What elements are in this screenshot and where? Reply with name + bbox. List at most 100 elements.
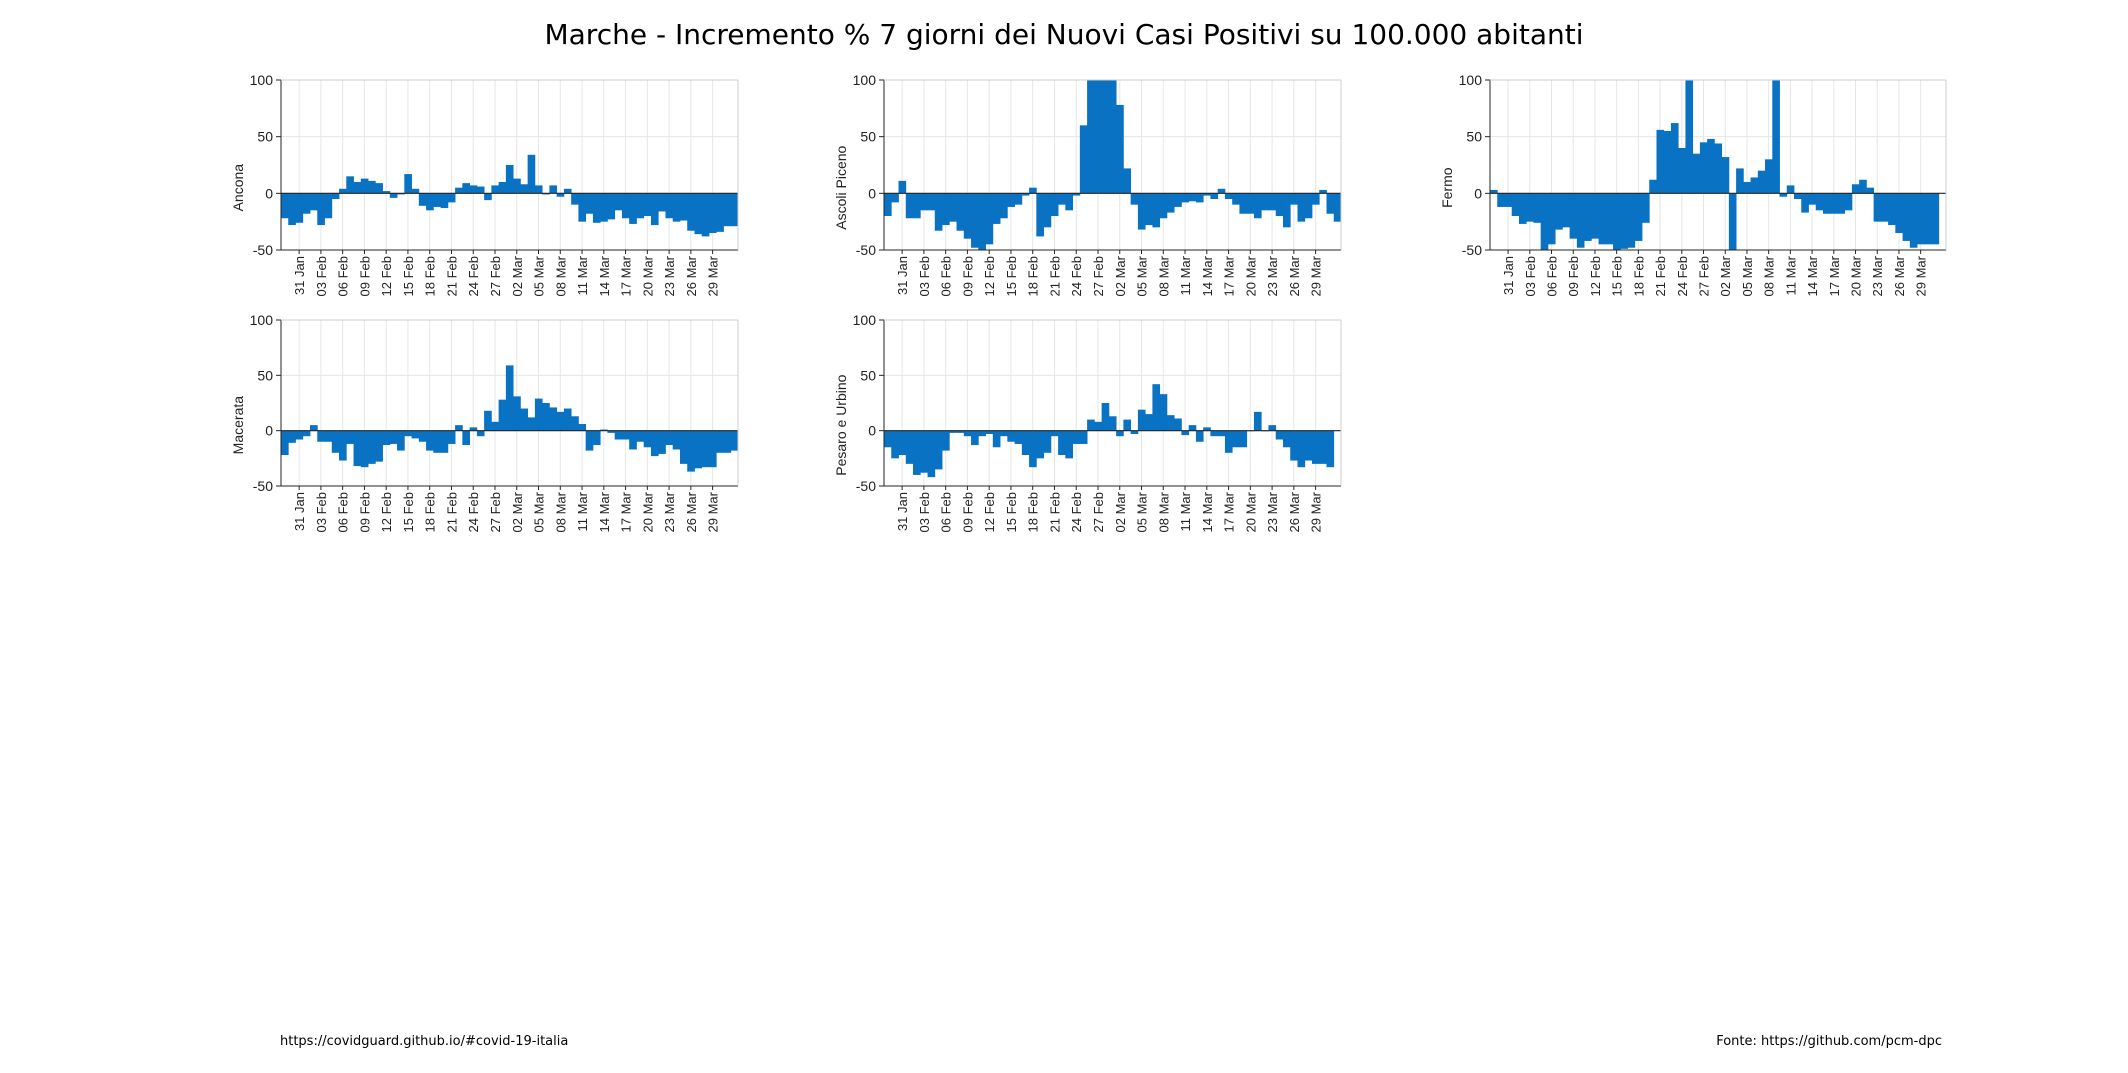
bar [469, 185, 478, 194]
bar [281, 193, 289, 219]
bar [1145, 414, 1153, 431]
bar [708, 430, 717, 468]
bar [1137, 193, 1146, 230]
bar [1159, 193, 1168, 219]
x-tick-label: 12 Feb [982, 256, 997, 296]
bar [1736, 168, 1744, 194]
x-tick-label: 23 Mar [662, 255, 677, 296]
bar [534, 398, 543, 431]
bar [368, 430, 376, 464]
footer-source-url: https://covidguard.github.io/#covid-19-i… [280, 1034, 569, 1049]
bar [491, 185, 500, 194]
x-tick-label: 06 Feb [939, 256, 954, 296]
bar [1239, 430, 1248, 448]
bar [426, 430, 434, 451]
bar [527, 417, 536, 431]
bar [992, 430, 1001, 448]
bar [1036, 193, 1044, 237]
bar [1569, 193, 1578, 239]
bar [1822, 193, 1831, 214]
bar [949, 193, 957, 222]
bar [723, 193, 732, 227]
footer-data-credit: Fonte: https://github.com/pcm-dpc [1716, 1034, 1942, 1049]
y-tick-label: -50 [856, 478, 876, 494]
bar [963, 193, 972, 239]
y-tick-label: 0 [265, 423, 273, 439]
x-tick-label: 09 Feb [960, 492, 975, 532]
bar [1152, 193, 1161, 228]
bar [1043, 430, 1052, 453]
x-tick-label: 03 Feb [314, 492, 329, 532]
y-axis-label: Fermo [1439, 167, 1455, 208]
bar [1830, 193, 1838, 214]
bar [563, 188, 572, 194]
bar [389, 193, 398, 198]
bar [716, 430, 724, 453]
bar [411, 188, 420, 194]
bar [1217, 188, 1226, 194]
bar [1014, 193, 1023, 205]
bar [1224, 193, 1233, 199]
bar [1290, 430, 1298, 461]
bar [1750, 177, 1759, 194]
bar [513, 178, 521, 194]
bar [891, 430, 899, 459]
bar [956, 430, 965, 433]
bar [1188, 193, 1197, 202]
bar [1931, 193, 1940, 245]
bar [1319, 189, 1327, 194]
plot-area [884, 320, 1341, 486]
x-tick-label: 27 Feb [1091, 256, 1106, 296]
bar [317, 430, 325, 442]
x-tick-label: 15 Feb [1004, 256, 1019, 296]
bar [650, 430, 659, 457]
bar [1895, 193, 1903, 233]
bar [520, 408, 529, 431]
bar [411, 430, 420, 439]
x-tick-label: 18 Feb [423, 256, 438, 296]
bar [1036, 430, 1044, 459]
bar [1043, 193, 1052, 228]
bar [1649, 179, 1657, 194]
bar [1598, 193, 1607, 245]
bar [971, 430, 979, 446]
bar [455, 425, 463, 431]
bar [534, 185, 543, 194]
bar [563, 408, 572, 431]
bar [1210, 193, 1219, 199]
bar [1014, 430, 1023, 444]
x-tick-label: 06 Feb [336, 492, 351, 532]
bar [1000, 193, 1008, 219]
bar [1166, 193, 1175, 213]
bar [942, 193, 950, 226]
bar [1311, 193, 1320, 205]
bar [1765, 159, 1773, 194]
bar [368, 180, 376, 194]
x-tick-label: 12 Feb [1588, 256, 1603, 296]
bar [455, 187, 463, 194]
x-tick-label: 21 Feb [1047, 492, 1062, 532]
x-tick-label: 18 Feb [423, 492, 438, 532]
x-tick-label: 06 Feb [939, 492, 954, 532]
x-tick-label: 14 Mar [1805, 255, 1820, 296]
bar [1326, 193, 1335, 214]
bar [592, 430, 601, 446]
x-tick-label: 08 Mar [1156, 491, 1171, 532]
bar [1203, 193, 1211, 196]
bar [694, 430, 703, 469]
y-tick-label: 0 [265, 185, 273, 201]
x-tick-label: 31 Jan [292, 492, 307, 531]
bar [992, 193, 1001, 224]
bar [1261, 193, 1269, 211]
bar [1101, 403, 1110, 431]
bar [1576, 193, 1585, 248]
bar [1627, 193, 1636, 248]
bar [1504, 193, 1513, 207]
bar [1526, 193, 1534, 222]
x-tick-label: 24 Feb [1675, 256, 1690, 296]
x-tick-label: 24 Feb [466, 492, 481, 532]
bar [898, 180, 907, 194]
bar [1591, 193, 1599, 239]
bar [1174, 418, 1182, 431]
chart-panel: -50 0 50 100 31 Jan 03 Feb 06 Feb 09 Feb 12 Feb 1… [1439, 72, 1947, 296]
